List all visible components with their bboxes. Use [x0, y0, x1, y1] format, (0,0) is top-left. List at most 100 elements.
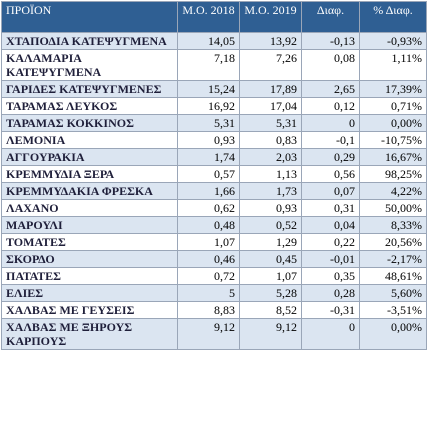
value-cell: 0 [301, 318, 360, 350]
value-cell: 0,28 [301, 284, 360, 302]
product-name: ΜΑΡΟΥΛΙ [1, 216, 178, 234]
value-cell: 4,22% [359, 182, 427, 200]
value-cell: 0,45 [239, 250, 302, 268]
value-cell: 5,28 [239, 284, 302, 302]
product-name: ΚΡΕΜΜΥΔΙΑ ΞΕΡΑ [1, 165, 178, 183]
value-cell: 13,92 [239, 32, 302, 50]
value-cell: 0,48 [177, 216, 240, 234]
table-row: ΧΤΑΠΟΔΙΑ ΚΑΤΕΨΥΓΜΕΝΑ 14,05 13,92 -0,13 -0,93… [1, 32, 427, 50]
value-cell: 48,61% [359, 267, 427, 285]
value-cell: 0,71% [359, 97, 427, 115]
value-cell: 50,00% [359, 199, 427, 217]
value-cell: 1,07 [239, 267, 302, 285]
value-cell: 9,12 [239, 318, 302, 350]
value-cell: 1,73 [239, 182, 302, 200]
value-cell: 0,00% [359, 318, 427, 350]
header-cell: Μ.Ο. 2018 [177, 1, 240, 33]
value-cell: 17,39% [359, 80, 427, 98]
table-row: ΤΑΡΑΜΑΣ ΛΕΥΚΟΣ 16,92 17,04 0,12 0,71% [1, 97, 427, 115]
value-cell: 1,29 [239, 233, 302, 251]
product-name: ΛΑΧΑΝΟ [1, 199, 178, 217]
value-cell: 0,04 [301, 216, 360, 234]
product-name: ΤΟΜΑΤΕΣ [1, 233, 178, 251]
value-cell: 0,46 [177, 250, 240, 268]
value-cell: 1,74 [177, 148, 240, 166]
product-name: ΛΕΜΟΝΙΑ [1, 131, 178, 149]
value-cell: 0 [301, 114, 360, 132]
product-name: ΚΑΛΑΜΑΡΙΑ ΚΑΤΕΨΥΓΜΕΝΑ [1, 49, 178, 81]
value-cell: 0,12 [301, 97, 360, 115]
value-cell: 15,24 [177, 80, 240, 98]
header-row: ΠΡΟΪΟΝ Μ.Ο. 2018 Μ.Ο. 2019 Διαφ.% Διαφ. [1, 1, 427, 33]
table-row: ΓΑΡΙΔΕΣ ΚΑΤΕΨΥΓΜΕΝΕΣ 15,24 17,89 2,65 17,39% [1, 80, 427, 98]
product-name: ΕΛΙΕΣ [1, 284, 178, 302]
value-cell: 98,25% [359, 165, 427, 183]
value-cell: 0,22 [301, 233, 360, 251]
value-cell: 14,05 [177, 32, 240, 50]
value-cell: 16,92 [177, 97, 240, 115]
value-cell: 8,52 [239, 301, 302, 319]
value-cell: 0,93 [239, 199, 302, 217]
value-cell: 5,31 [239, 114, 302, 132]
table-row: ΠΑΤΑΤΕΣ 0,72 1,07 0,35 48,61% [1, 267, 427, 285]
product-name: ΧΤΑΠΟΔΙΑ ΚΑΤΕΨΥΓΜΕΝΑ [1, 32, 178, 50]
value-cell: 9,12 [177, 318, 240, 350]
value-cell: 2,65 [301, 80, 360, 98]
product-name: ΑΓΓΟΥΡΑΚΙΑ [1, 148, 178, 166]
value-cell: 16,67% [359, 148, 427, 166]
table-row: ΛΕΜΟΝΙΑ 0,93 0,83 -0,1 -10,75% [1, 131, 427, 149]
value-cell: 0,62 [177, 199, 240, 217]
value-cell: 0,57 [177, 165, 240, 183]
value-cell: -0,1 [301, 131, 360, 149]
value-cell: -0,93% [359, 32, 427, 50]
table-row: ΣΚΟΡΔΟ 0,46 0,45 -0,01 -2,17% [1, 250, 427, 268]
table-row: ΑΓΓΟΥΡΑΚΙΑ 1,74 2,03 0,29 16,67% [1, 148, 427, 166]
table-row: ΤΟΜΑΤΕΣ 1,07 1,29 0,22 20,56% [1, 233, 427, 251]
value-cell: -2,17% [359, 250, 427, 268]
table-row: ΧΑΛΒΑΣ ΜΕ ΞΗΡΟΥΣ ΚΑΡΠΟΥΣ 9,12 9,12 0 0,00% [1, 318, 427, 350]
product-name: ΓΑΡΙΔΕΣ ΚΑΤΕΨΥΓΜΕΝΕΣ [1, 80, 178, 98]
value-cell: 7,18 [177, 49, 240, 81]
product-name: ΣΚΟΡΔΟ [1, 250, 178, 268]
value-cell: 0,72 [177, 267, 240, 285]
value-cell: 1,07 [177, 233, 240, 251]
value-cell: 0,31 [301, 199, 360, 217]
value-cell: 0,00% [359, 114, 427, 132]
header-cell: Διαφ. [301, 1, 360, 33]
value-cell: 0,29 [301, 148, 360, 166]
table-row: ΤΑΡΑΜΑΣ ΚΟΚΚΙΝΟΣ 5,31 5,31 0 0,00% [1, 114, 427, 132]
table-row: ΕΛΙΕΣ 5 5,28 0,28 5,60% [1, 284, 427, 302]
table-header: ΠΡΟΪΟΝ Μ.Ο. 2018 Μ.Ο. 2019 Διαφ.% Διαφ. [1, 1, 427, 33]
table-row: ΚΑΛΑΜΑΡΙΑ ΚΑΤΕΨΥΓΜΕΝΑ 7,18 7,26 0,08 1,11% [1, 49, 427, 81]
value-cell: 17,89 [239, 80, 302, 98]
value-cell: 0,52 [239, 216, 302, 234]
value-cell: 7,26 [239, 49, 302, 81]
price-table: ΠΡΟΪΟΝ Μ.Ο. 2018 Μ.Ο. 2019 Διαφ.% Διαφ. ΧΤΑ… [1, 1, 427, 350]
value-cell: 0,35 [301, 267, 360, 285]
value-cell: -0,01 [301, 250, 360, 268]
value-cell: -0,31 [301, 301, 360, 319]
product-name: ΧΑΛΒΑΣ ΜΕ ΞΗΡΟΥΣ ΚΑΡΠΟΥΣ [1, 318, 178, 350]
value-cell: -3,51% [359, 301, 427, 319]
table-row: ΚΡΕΜΜΥΔΙΑ ΞΕΡΑ 0,57 1,13 0,56 98,25% [1, 165, 427, 183]
value-cell: 8,33% [359, 216, 427, 234]
header-cell: Μ.Ο. 2019 [239, 1, 302, 33]
value-cell: 5 [177, 284, 240, 302]
value-cell: 1,11% [359, 49, 427, 81]
table-row: ΜΑΡΟΥΛΙ 0,48 0,52 0,04 8,33% [1, 216, 427, 234]
value-cell: -10,75% [359, 131, 427, 149]
value-cell: 20,56% [359, 233, 427, 251]
product-name: ΤΑΡΑΜΑΣ ΚΟΚΚΙΝΟΣ [1, 114, 178, 132]
value-cell: 0,93 [177, 131, 240, 149]
product-name: ΧΑΛΒΑΣ ΜΕ ΓΕΥΣΕΙΣ [1, 301, 178, 319]
value-cell: -0,13 [301, 32, 360, 50]
value-cell: 0,07 [301, 182, 360, 200]
value-cell: 8,83 [177, 301, 240, 319]
value-cell: 2,03 [239, 148, 302, 166]
value-cell: 5,31 [177, 114, 240, 132]
product-name: ΠΑΤΑΤΕΣ [1, 267, 178, 285]
product-name: ΤΑΡΑΜΑΣ ΛΕΥΚΟΣ [1, 97, 178, 115]
table-row: ΛΑΧΑΝΟ 0,62 0,93 0,31 50,00% [1, 199, 427, 217]
table-row: ΧΑΛΒΑΣ ΜΕ ΓΕΥΣΕΙΣ 8,83 8,52 -0,31 -3,51% [1, 301, 427, 319]
